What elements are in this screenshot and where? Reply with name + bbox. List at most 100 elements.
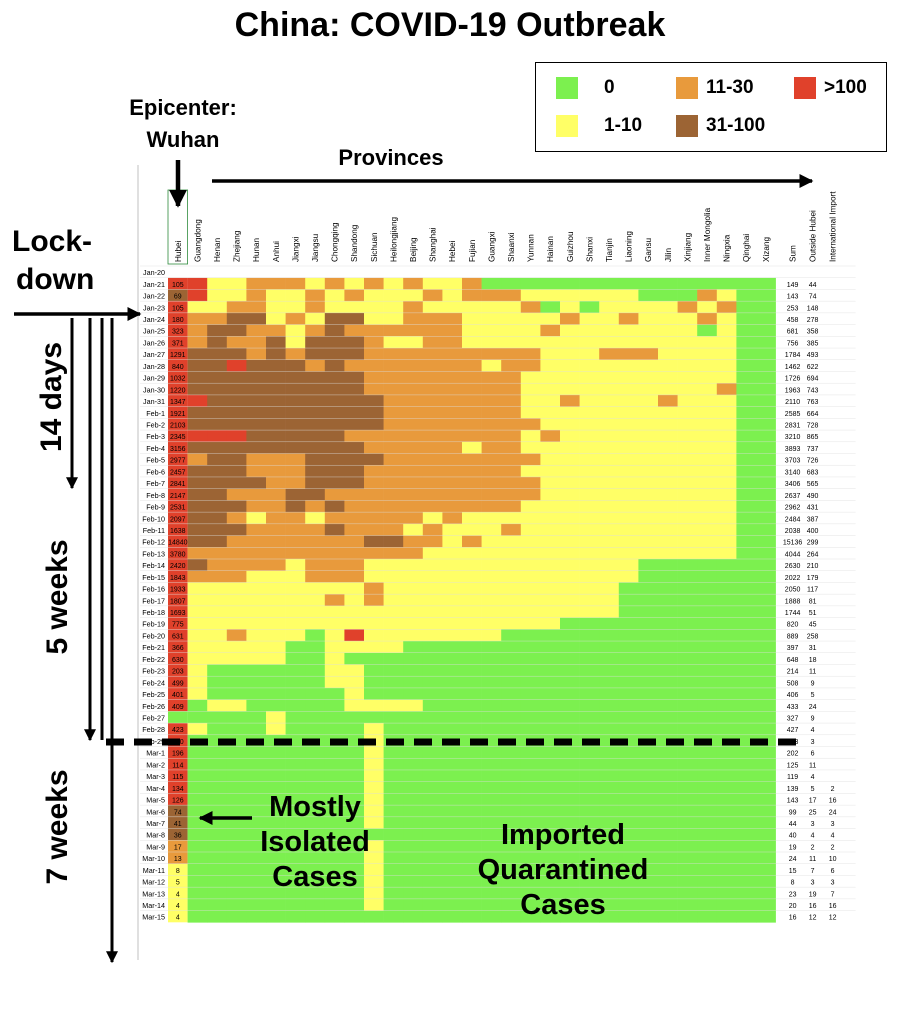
heatmap-cell xyxy=(638,394,659,407)
cell-value: 499 xyxy=(172,680,184,687)
heatmap-cell xyxy=(403,570,424,583)
heatmap-cell xyxy=(168,547,188,559)
heatmap-cell xyxy=(462,336,482,349)
heatmap-cell xyxy=(736,793,757,806)
total-value: 756 xyxy=(787,340,799,347)
heatmap-cell xyxy=(364,652,384,665)
heatmap-cell xyxy=(305,441,326,454)
heatmap-cell xyxy=(324,547,345,560)
heatmap-cell xyxy=(677,289,698,302)
heatmap-cell xyxy=(207,723,228,736)
heatmap-cell xyxy=(324,605,345,618)
heatmap-cell xyxy=(324,418,345,431)
heatmap-cell xyxy=(442,430,463,443)
heatmap-cell xyxy=(638,699,659,712)
heatmap-cell xyxy=(520,301,541,314)
heatmap-cell xyxy=(560,664,580,677)
heatmap-cell xyxy=(638,324,659,337)
heatmap-cell xyxy=(697,277,718,290)
heatmap-cell xyxy=(501,875,522,888)
heatmap-cell xyxy=(658,805,678,818)
heatmap-cell xyxy=(442,758,463,771)
heatmap-cell xyxy=(501,430,522,443)
heatmap-cell xyxy=(168,805,188,817)
heatmap-cell xyxy=(638,500,659,513)
heatmap-cell xyxy=(716,711,737,724)
cell-value: 423 xyxy=(172,727,184,734)
heatmap-cell xyxy=(462,793,482,806)
heatmap-cell xyxy=(618,277,639,290)
heatmap-cell xyxy=(638,758,659,771)
heatmap-cell xyxy=(462,383,482,396)
heatmap-cell xyxy=(618,594,639,607)
heatmap-cell xyxy=(462,523,482,536)
heatmap-cell xyxy=(187,441,208,454)
heatmap-cell xyxy=(638,301,659,314)
heatmap-cell xyxy=(481,629,502,642)
heatmap-cell xyxy=(383,723,404,736)
total-value: 15136 xyxy=(783,540,803,547)
heatmap-cell xyxy=(226,910,247,923)
row-label: Jan-23 xyxy=(143,303,165,312)
heatmap-cell xyxy=(481,605,502,618)
total-value: 149 xyxy=(787,282,799,289)
heatmap-cell xyxy=(305,348,326,361)
heatmap-cell xyxy=(599,348,620,361)
heatmap-cell xyxy=(285,453,306,466)
heatmap-cell xyxy=(540,500,561,513)
heatmap-cell xyxy=(266,476,286,489)
heatmap-cell xyxy=(344,359,365,372)
heatmap-cell xyxy=(638,535,659,548)
heatmap-cell xyxy=(462,535,482,548)
heatmap-cell xyxy=(736,758,757,771)
heatmap-cell xyxy=(579,406,600,419)
heatmap-cell xyxy=(246,687,267,700)
row-label: Mar-14 xyxy=(142,901,165,910)
heatmap-cell xyxy=(364,605,384,618)
heatmap-cell xyxy=(364,430,384,443)
heatmap-cell xyxy=(462,594,482,607)
heatmap-cell xyxy=(658,898,678,911)
heatmap-cell xyxy=(697,594,718,607)
heatmap-cell xyxy=(560,898,580,911)
cell-value: 4 xyxy=(176,891,180,898)
total-value: 11 xyxy=(809,762,816,769)
heatmap-cell xyxy=(266,605,286,618)
heatmap-cell xyxy=(383,476,404,489)
heatmap-cell xyxy=(207,324,228,337)
heatmap-cell xyxy=(756,289,776,302)
heatmap-cell xyxy=(520,652,541,665)
heatmap-cell xyxy=(579,629,600,642)
heatmap-cell xyxy=(716,840,737,853)
heatmap-cell xyxy=(324,758,345,771)
heatmap-cell xyxy=(246,910,267,923)
heatmap-cell xyxy=(344,746,365,759)
heatmap-cell xyxy=(305,617,326,630)
heatmap-cell xyxy=(520,512,541,525)
heatmap-cell xyxy=(501,676,522,689)
heatmap-cell xyxy=(168,500,188,513)
heatmap-cell xyxy=(187,652,208,665)
heatmap-cell xyxy=(481,852,502,865)
heatmap-cell xyxy=(422,769,443,782)
heatmap-cell xyxy=(422,430,443,443)
heatmap-cell xyxy=(618,852,639,865)
heatmap-cell xyxy=(187,453,208,466)
heatmap-cell xyxy=(403,312,424,325)
row-label: Feb-23 xyxy=(142,667,165,676)
heatmap-cells xyxy=(138,265,856,923)
heatmap-cell xyxy=(697,687,718,700)
heatmap-cell xyxy=(324,664,345,677)
heatmap-cell xyxy=(168,641,188,653)
heatmap-cell xyxy=(756,652,776,665)
heatmap-cell xyxy=(736,383,757,396)
row-label: Feb-5 xyxy=(146,456,165,465)
heatmap-cell xyxy=(266,465,286,478)
row-label: Feb-28 xyxy=(142,725,165,734)
heatmap-cell xyxy=(599,371,620,384)
heatmap-cell xyxy=(756,711,776,724)
heatmap-cell xyxy=(462,617,482,630)
column-label: Hebei xyxy=(448,240,457,262)
heatmap-cell xyxy=(168,301,188,313)
heatmap-cell xyxy=(344,723,365,736)
